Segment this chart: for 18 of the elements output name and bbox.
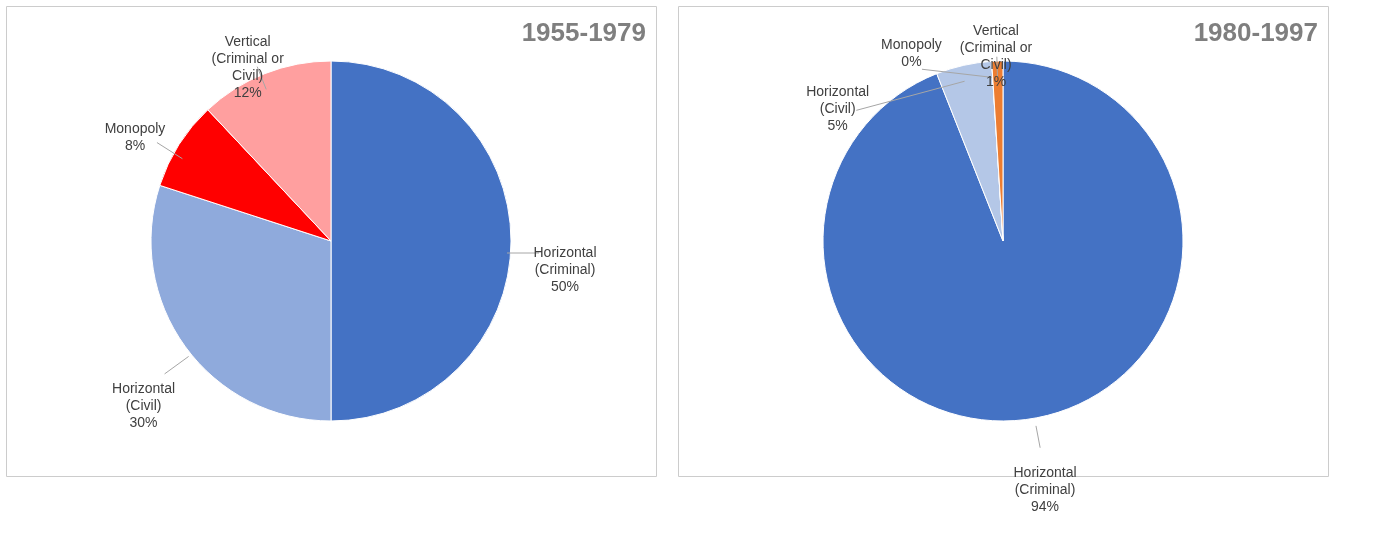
data-label: 1% [985,72,1007,89]
data-label: 12% [233,84,262,101]
data-label: 5% [827,117,848,134]
chart-title: 1955-1979 [521,17,646,47]
slice-label: Horizontal (Criminal) [1013,464,1077,498]
slice-label: Horizontal (Criminal) [533,244,597,277]
slice-label: Monopoly [104,119,166,136]
data-label: 50% [550,278,580,294]
text: 1980-1997 [1193,17,1318,47]
text: 0% [901,53,922,70]
data-label: 8% [124,136,146,153]
slice-label: Horizontal (Civil) [806,83,870,117]
slice-label: Vertical (Criminal or Civil) [959,21,1033,72]
slice-label: Horizontal (Civil) [112,380,176,414]
data-label: 94% [1031,498,1060,515]
data-label: 30% [129,414,158,431]
category-label: Monopoly [881,36,942,53]
slice-label: Vertical (Criminal or Civil) [211,33,285,84]
